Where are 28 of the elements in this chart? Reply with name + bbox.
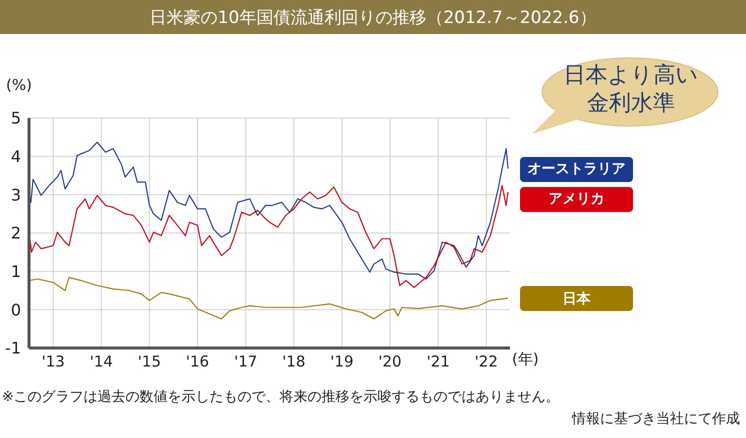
y-tick-label: -1	[5, 338, 21, 358]
x-tick-label: '19	[330, 352, 354, 371]
x-tick-label: '15	[138, 352, 162, 371]
x-tick-label: '21	[426, 352, 450, 371]
x-tick-label: '22	[474, 352, 498, 371]
y-tick-label: 1	[10, 262, 21, 282]
x-axis-title: (年)	[512, 350, 539, 369]
text: ※このグラフは過去の数値を示したもので、将来の推移を示唆するものではありません。	[2, 388, 560, 406]
x-tick-label: '18	[282, 352, 306, 371]
text: 情報に基づき当社にて作成	[572, 410, 740, 428]
text: 日本	[520, 286, 633, 312]
line-series	[29, 276, 509, 320]
x-tick-label: '14	[90, 352, 113, 371]
x-tick-label: '20	[378, 352, 402, 371]
series-label: オーストラリア	[520, 156, 633, 182]
line-series	[29, 184, 509, 288]
y-tick-label: 4	[10, 147, 21, 166]
x-tick-label: '16	[186, 352, 210, 371]
line-series	[29, 142, 509, 280]
x-tick-label: '17	[234, 352, 258, 371]
y-tick-label: 2	[10, 224, 21, 243]
x-tick-label: '13	[42, 352, 65, 371]
chart-title: 日米豪の10年国債流通利回りの推移（2012.7～2022.6）	[0, 0, 746, 34]
y-axis-title: (%)	[6, 76, 32, 94]
y-tick-label: 0	[10, 300, 21, 320]
y-tick-label: 3	[10, 185, 21, 204]
y-tick-label: 5	[10, 108, 21, 128]
text: アメリカ	[520, 186, 633, 212]
